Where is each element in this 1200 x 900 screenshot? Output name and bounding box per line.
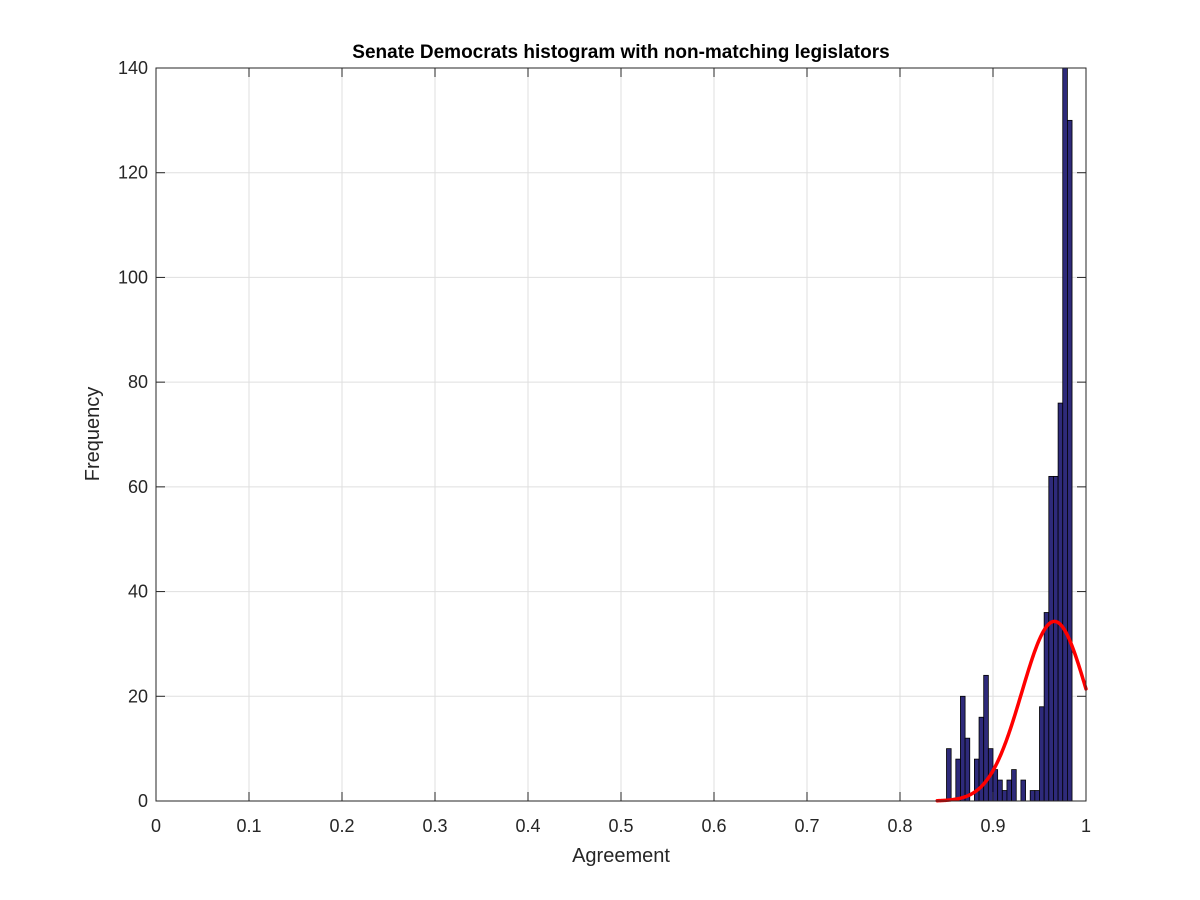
histogram-bar (1062, 67, 1068, 802)
histogram-bar (1048, 475, 1054, 802)
histogram-bar (1039, 706, 1045, 802)
fit-curve (935, 619, 1088, 803)
axis-ticks: 0 0.1 0.2 0.3 0.4 0.5 0.6 0.7 0.8 0.9 1 0 20 40 60 80 10… (118, 58, 1091, 836)
x-tick-label: 0.4 (515, 816, 540, 836)
histogram-bar (964, 737, 971, 802)
histogram-bar (1043, 612, 1050, 802)
x-tick-label: 0.9 (980, 816, 1005, 836)
y-tick-label: 100 (118, 267, 148, 287)
x-tick-label: 0.2 (329, 816, 354, 836)
x-tick-label: 0.1 (236, 816, 261, 836)
histogram-bar (946, 748, 952, 802)
histogram-bar (1057, 402, 1064, 802)
x-tick-label: 0.3 (422, 816, 447, 836)
x-tick-label: 0.7 (794, 816, 819, 836)
x-tick-label: 0 (151, 816, 161, 836)
y-tick-label: 120 (118, 163, 148, 183)
x-tick-label: 0.8 (887, 816, 912, 836)
y-tick-label: 20 (128, 686, 148, 706)
histogram-bar (1011, 769, 1017, 802)
x-tick-label: 1 (1081, 816, 1091, 836)
histogram-bar (1020, 779, 1026, 802)
x-tick-label: 0.6 (701, 816, 726, 836)
y-axis-label: Frequency (82, 387, 104, 482)
y-tick-label: 60 (128, 477, 148, 497)
histogram-bar (1006, 779, 1013, 802)
y-tick-label: 80 (128, 372, 148, 392)
chart-title: Senate Democrats histogram with non-matc… (352, 42, 889, 63)
y-tick-label: 0 (138, 791, 148, 811)
x-tick-label: 0.5 (608, 816, 633, 836)
histogram-bar (974, 758, 980, 802)
histogram-bar (997, 779, 1003, 802)
histogram-bar (960, 695, 966, 802)
histogram-bar (1067, 119, 1073, 802)
y-tick-label: 140 (118, 58, 148, 78)
histogram-bar (1053, 475, 1059, 802)
histogram-bar (1001, 790, 1008, 802)
histogram-bar (955, 758, 961, 802)
x-axis-label: Agreement (572, 845, 670, 867)
histogram-bar (1034, 790, 1040, 802)
histogram-bar (992, 769, 999, 802)
histogram-bar (1029, 790, 1036, 802)
y-tick-label: 40 (128, 582, 148, 602)
